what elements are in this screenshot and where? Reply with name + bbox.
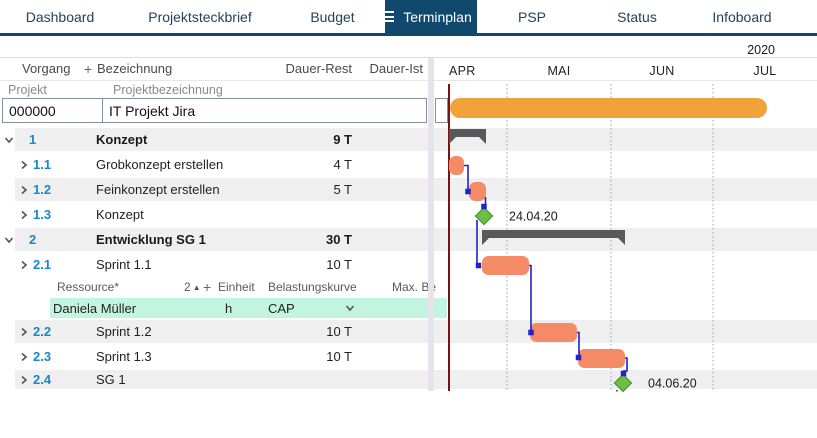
row-name: Konzept xyxy=(96,132,148,147)
month-label: MAI xyxy=(547,64,570,78)
table-row-2.2[interactable]: 2.2 Sprint 1.2 10 T xyxy=(0,320,817,345)
label-projekt: Projekt xyxy=(8,83,47,97)
row-name: Konzept xyxy=(96,207,144,222)
row-duration-rest: 4 T xyxy=(333,157,352,172)
row-stripe xyxy=(15,128,817,151)
tab-label: PSP xyxy=(517,8,546,25)
vertical-scrollbar[interactable] xyxy=(428,58,434,391)
table-row-2.3[interactable]: 2.3 Sprint 1.3 10 T xyxy=(0,345,817,370)
row-id: 1.2 xyxy=(33,182,52,197)
hamburger-menu-icon[interactable] xyxy=(381,11,395,22)
table-row-2.4[interactable]: 2.4 SG 1 xyxy=(0,370,817,391)
row-duration-rest: 10 T xyxy=(326,257,352,272)
task-table: 1 Konzept 9 T 1.1 Grobkonzept erstellen 4 T 1.… xyxy=(0,128,817,391)
sort-arrow-up-icon: ▲ xyxy=(192,282,201,292)
resource-col-einheit: Einheit xyxy=(218,280,255,294)
row-id: 2 xyxy=(29,232,37,247)
dropdown-chevron-icon[interactable] xyxy=(345,298,355,318)
row-duration-rest: 9 T xyxy=(333,132,352,147)
col-header-vorgang[interactable]: Vorgang xyxy=(22,61,71,76)
tab-infoboard[interactable]: Infoboard xyxy=(687,0,797,33)
add-column-button[interactable]: + xyxy=(84,61,93,77)
tab-label: Projektsteckbrief xyxy=(148,8,252,25)
resource-row[interactable]: Daniela Müller h CAP xyxy=(0,298,817,320)
chevron-right-icon[interactable] xyxy=(19,153,29,176)
tab-budget[interactable]: Budget xyxy=(280,0,385,33)
tab-projektsteckbrief[interactable]: Projektsteckbrief xyxy=(120,0,280,33)
gantt-bar-project[interactable] xyxy=(450,98,767,118)
month-label: JUL xyxy=(753,64,776,78)
row-id: 2.3 xyxy=(33,349,52,364)
resource-col-ressource: Ressource* xyxy=(57,280,120,294)
label-projektbezeichnung: Projektbezeichnung xyxy=(113,83,223,97)
table-row-2.1[interactable]: 2.1 Sprint 1.1 10 T xyxy=(0,253,817,278)
chevron-right-icon[interactable] xyxy=(19,370,29,389)
tab-status[interactable]: Status xyxy=(587,0,687,33)
row-duration-rest: 10 T xyxy=(326,324,352,339)
tab-psp[interactable]: PSP xyxy=(477,0,587,33)
row-name: Entwicklung SG 1 xyxy=(96,232,206,247)
table-row-1[interactable]: 1 Konzept 9 T xyxy=(0,128,817,153)
row-name: Grobkonzept erstellen xyxy=(96,157,224,172)
resource-belastungskurve-value: CAP xyxy=(268,300,295,316)
header-divider-top xyxy=(0,57,817,58)
month-label: APR xyxy=(449,64,476,78)
add-resource-button[interactable]: + xyxy=(203,279,212,295)
resource-header-row[interactable]: Ressource* 2 ▲ + Einheit Belastungskurve Max. … xyxy=(0,278,817,298)
project-duration-input[interactable] xyxy=(435,98,448,123)
row-name: Feinkonzept erstellen xyxy=(96,182,220,197)
tabbar-accent-line xyxy=(0,33,817,36)
row-id: 1.3 xyxy=(33,207,52,222)
row-name: Sprint 1.2 xyxy=(96,324,152,339)
chevron-right-icon[interactable] xyxy=(19,203,29,226)
table-row-1.3[interactable]: 1.3 Konzept xyxy=(0,203,817,228)
row-id: 2.1 xyxy=(33,257,52,272)
tab-label: Terminplan xyxy=(403,8,472,25)
row-id: 1.1 xyxy=(33,157,52,172)
row-stripe xyxy=(15,178,817,201)
row-name: Sprint 1.1 xyxy=(96,257,152,272)
resource-einheit: h xyxy=(225,300,233,316)
resource-col-max: Max. Be xyxy=(392,280,437,294)
tab-label: Infoboard xyxy=(712,8,772,25)
month-label: JUN xyxy=(649,64,674,78)
row-duration-rest: 30 T xyxy=(325,232,352,247)
tab-label: Dashboard xyxy=(25,8,95,25)
col-header-dauer-ist[interactable]: Dauer-Ist xyxy=(369,61,423,76)
year-label: 2020 xyxy=(747,43,775,57)
table-row-1.1[interactable]: 1.1 Grobkonzept erstellen 4 T xyxy=(0,153,817,178)
chevron-right-icon[interactable] xyxy=(19,178,29,201)
tab-label: Budget xyxy=(310,8,355,25)
row-name: Sprint 1.3 xyxy=(96,349,152,364)
chevron-down-icon[interactable] xyxy=(4,228,14,251)
tab-terminplan[interactable]: Terminplan xyxy=(381,0,477,33)
resource-col-belastungskurve: Belastungskurve xyxy=(268,280,357,294)
tab-label: Status xyxy=(617,8,657,25)
row-id: 1 xyxy=(29,132,37,147)
project-number-input[interactable] xyxy=(2,98,103,123)
row-id: 2.2 xyxy=(33,324,52,339)
header-divider-bottom xyxy=(0,80,817,81)
row-duration-rest: 5 T xyxy=(333,182,352,197)
row-id: 2.4 xyxy=(33,372,52,387)
row-duration-rest: 10 T xyxy=(326,349,352,364)
table-row-2[interactable]: 2 Entwicklung SG 1 30 T xyxy=(0,228,817,253)
row-name: SG 1 xyxy=(96,372,126,387)
project-name-input[interactable] xyxy=(102,98,427,123)
chevron-right-icon[interactable] xyxy=(19,253,29,276)
sort-ascending-indicator[interactable]: 2 ▲ xyxy=(184,280,201,294)
chevron-right-icon[interactable] xyxy=(19,345,29,368)
chevron-right-icon[interactable] xyxy=(19,320,29,343)
resource-name: Daniela Müller xyxy=(53,300,137,316)
tab-dashboard[interactable]: Dashboard xyxy=(0,0,120,33)
row-stripe xyxy=(15,320,817,343)
tab-bar: Dashboard Projektsteckbrief Budget Terminpl… xyxy=(0,0,817,33)
table-row-1.2[interactable]: 1.2 Feinkonzept erstellen 5 T xyxy=(0,178,817,203)
col-header-dauer-rest[interactable]: Dauer-Rest xyxy=(285,61,352,76)
chevron-down-icon[interactable] xyxy=(4,128,14,151)
resource-row-highlight xyxy=(50,298,447,318)
row-stripe xyxy=(15,370,817,389)
col-header-bezeichnung[interactable]: Bezeichnung xyxy=(97,61,173,76)
